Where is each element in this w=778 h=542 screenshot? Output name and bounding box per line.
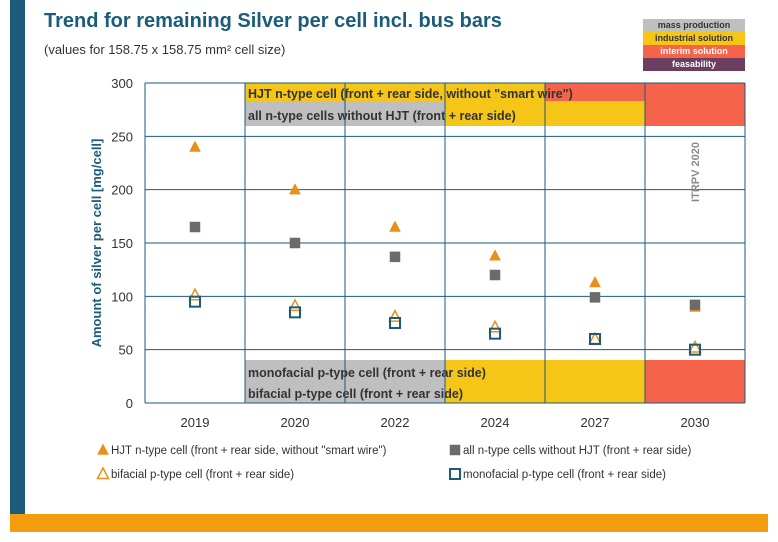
- data-point: [289, 237, 301, 249]
- data-point: [389, 220, 401, 232]
- x-tick-label: 2030: [681, 415, 710, 430]
- y-tick-label: 100: [111, 289, 133, 304]
- status-band-segment: [645, 83, 746, 101]
- y-tick-label: 300: [111, 76, 133, 91]
- legend-label: monofacial p-type cell (front + rear sid…: [463, 469, 666, 481]
- status-band-segment: [245, 101, 346, 126]
- data-point: [489, 269, 501, 281]
- status-legend: mass production industrial solution inte…: [643, 19, 745, 71]
- data-point: [589, 292, 601, 303]
- status-legend-industrial-solution: industrial solution: [643, 32, 745, 45]
- status-legend-mass-production: mass production: [643, 19, 745, 32]
- status-band-segment: [245, 83, 346, 101]
- status-band-segment: [545, 83, 646, 101]
- legend-label: all n-type cells without HJT (front + re…: [463, 445, 691, 457]
- data-point: [189, 140, 201, 152]
- status-band-segment: [345, 360, 446, 381]
- data-point: [689, 343, 701, 356]
- status-band-segment: [645, 360, 746, 381]
- band-label-hjt: HJT n-type cell (front + rear side, with…: [248, 87, 573, 101]
- data-point: [689, 299, 701, 311]
- itrpv-watermark: ITRPV 2020: [690, 142, 702, 202]
- legend-marker: [97, 443, 109, 455]
- x-tick-label: 2027: [581, 415, 610, 430]
- status-legend-feasability: feasability: [643, 58, 745, 71]
- x-tick-label: 2022: [381, 415, 410, 430]
- y-tick-label: 0: [126, 396, 133, 411]
- band-label-n-type: all n-type cells without HJT (front + re…: [248, 109, 516, 123]
- band-label-bifacial: bifacial p-type cell (front + rear side): [248, 387, 463, 401]
- data-point: [489, 327, 501, 340]
- y-axis-label: Amount of silver per cell [mg/cell]: [89, 139, 104, 348]
- status-band-segment: [545, 101, 646, 126]
- data-point: [489, 249, 501, 261]
- band-label-monofacial: monofacial p-type cell (front + rear sid…: [248, 366, 486, 380]
- data-point: [488, 319, 502, 333]
- status-legend-interim-solution: interim solution: [643, 45, 745, 58]
- data-point: [288, 298, 302, 312]
- status-band-segment: [445, 381, 546, 403]
- x-tick-label: 2020: [281, 415, 310, 430]
- data-point: [189, 295, 201, 308]
- legend-label: bifacial p-type cell (front + rear side): [111, 469, 294, 481]
- data-point: [389, 251, 401, 263]
- chart-title: Trend for remaining Silver per cell incl…: [44, 10, 502, 32]
- legend-marker: [449, 468, 461, 480]
- status-band-segment: [345, 83, 446, 101]
- data-point: [688, 339, 702, 353]
- data-point: [289, 306, 301, 319]
- bottom-accent-bar: [10, 514, 768, 532]
- y-tick-label: 200: [111, 183, 133, 198]
- data-point: [189, 221, 201, 233]
- status-band-segment: [345, 101, 446, 126]
- data-point: [388, 308, 402, 322]
- status-band-segment: [445, 360, 546, 381]
- status-band-segment: [645, 381, 746, 403]
- data-point: [589, 275, 601, 288]
- legend-marker: [96, 466, 110, 480]
- x-tick-label: 2024: [481, 415, 510, 430]
- status-band-segment: [545, 381, 646, 403]
- status-band-segment: [445, 83, 546, 101]
- data-point: [289, 183, 301, 195]
- status-band-segment: [245, 381, 346, 403]
- status-band-segment: [445, 101, 546, 126]
- y-tick-label: 150: [111, 236, 133, 251]
- status-band-segment: [545, 360, 646, 381]
- legend-marker: [449, 444, 461, 456]
- x-tick-label: 2019: [181, 415, 210, 430]
- data-point: [188, 287, 202, 301]
- y-tick-label: 250: [111, 129, 133, 144]
- data-point: [389, 317, 401, 329]
- status-band-segment: [245, 360, 346, 381]
- data-point: [589, 333, 601, 345]
- y-tick-label: 50: [119, 343, 133, 358]
- left-accent-bar: [10, 0, 25, 514]
- chart-subtitle: (values for 158.75 x 158.75 mm² cell siz…: [44, 42, 286, 57]
- legend-label: HJT n-type cell (front + rear side, with…: [111, 445, 387, 457]
- status-band-segment: [345, 381, 446, 403]
- status-band-segment: [645, 101, 746, 126]
